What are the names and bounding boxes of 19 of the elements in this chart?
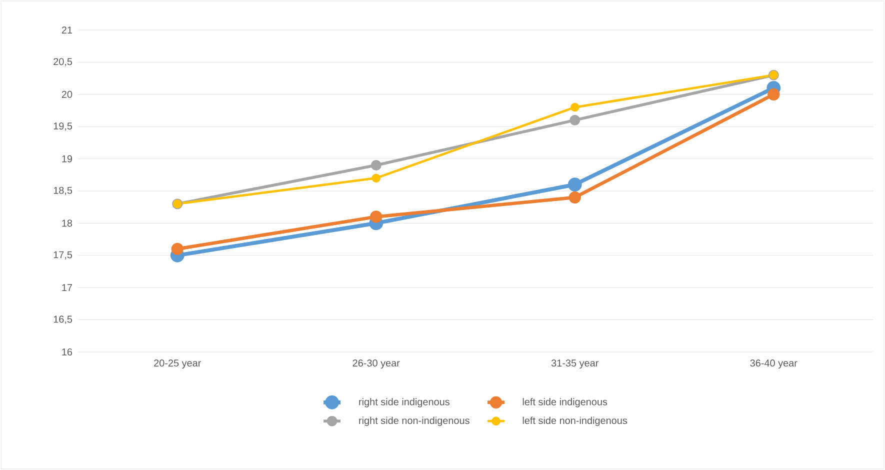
y-tick-label: 20 xyxy=(62,90,72,98)
y-tick-label: 16,5 xyxy=(54,316,72,324)
y-tick-label: 21 xyxy=(62,26,72,34)
y-tick-label: 18 xyxy=(62,220,72,227)
x-tick-label: 36-40 year xyxy=(750,360,798,369)
legend-label: right side non-indigenous xyxy=(359,416,470,426)
y-tick-label: 17 xyxy=(62,284,72,292)
legend-label: left side non-indigenous xyxy=(522,416,628,426)
y-tick-label: 18,5 xyxy=(54,186,72,196)
x-tick-label: 31-35 year xyxy=(551,360,599,369)
y-tick-label: 16 xyxy=(62,348,72,356)
y-tick-label: 17,5 xyxy=(54,251,72,260)
y-tick-label: 19,5 xyxy=(54,122,72,131)
x-tick-label: 26-30 year xyxy=(352,360,400,369)
legend-label: right side indigenous xyxy=(359,398,450,408)
legend-label: left side indigenous xyxy=(522,398,608,408)
y-tick-label: 19 xyxy=(62,155,72,162)
y-tick-label: 20,5 xyxy=(54,58,72,66)
x-tick-label: 20-25 year xyxy=(154,360,202,369)
